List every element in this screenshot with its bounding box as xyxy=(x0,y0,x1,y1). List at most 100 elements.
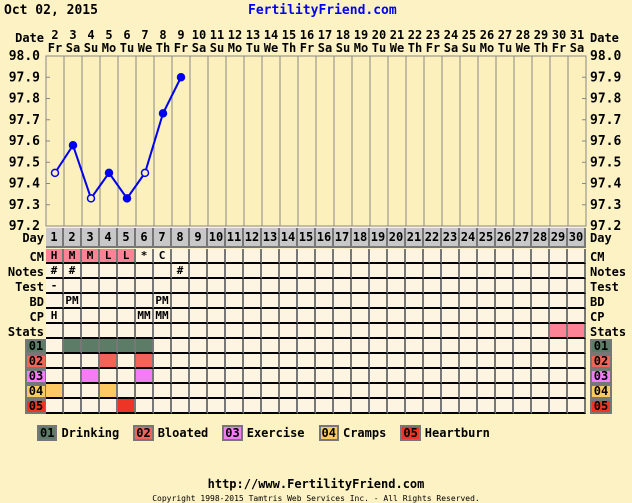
cp-cell[interactable] xyxy=(100,309,118,324)
symptom-cell[interactable] xyxy=(226,399,244,414)
cp-cell[interactable]: MM xyxy=(154,309,172,324)
notes-cell[interactable] xyxy=(514,264,532,279)
symptom-cell[interactable] xyxy=(388,369,406,384)
cm-cell[interactable] xyxy=(406,249,424,264)
symptom-cell[interactable] xyxy=(82,339,100,354)
stats-cell[interactable] xyxy=(190,324,208,339)
symptom-cell[interactable] xyxy=(298,369,316,384)
symptom-cell[interactable] xyxy=(460,384,478,399)
cm-cell[interactable] xyxy=(478,249,496,264)
stats-cell[interactable] xyxy=(208,324,226,339)
symptom-cell[interactable] xyxy=(424,399,442,414)
bd-cell[interactable] xyxy=(100,294,118,309)
stats-cell[interactable] xyxy=(406,324,424,339)
cm-cell[interactable]: * xyxy=(136,249,154,264)
symptom-cell[interactable] xyxy=(298,384,316,399)
symptom-cell[interactable] xyxy=(262,339,280,354)
symptom-cell[interactable] xyxy=(532,339,550,354)
symptom-cell[interactable] xyxy=(388,399,406,414)
symptom-cell[interactable] xyxy=(298,399,316,414)
symptom-cell[interactable] xyxy=(514,399,532,414)
cm-cell[interactable] xyxy=(442,249,460,264)
stats-cell[interactable] xyxy=(568,324,586,339)
symptom-cell[interactable] xyxy=(460,369,478,384)
cm-cell[interactable]: H xyxy=(46,249,64,264)
bd-cell[interactable] xyxy=(550,294,568,309)
symptom-cell[interactable] xyxy=(136,399,154,414)
symptom-cell[interactable] xyxy=(118,339,136,354)
symptom-cell[interactable] xyxy=(370,399,388,414)
test-cell[interactable] xyxy=(136,279,154,294)
bd-cell[interactable] xyxy=(532,294,550,309)
cm-cell[interactable] xyxy=(388,249,406,264)
symptom-cell[interactable] xyxy=(370,384,388,399)
bd-cell[interactable] xyxy=(352,294,370,309)
stats-cell[interactable] xyxy=(550,324,568,339)
stats-cell[interactable] xyxy=(424,324,442,339)
symptom-cell[interactable] xyxy=(406,384,424,399)
symptom-cell[interactable] xyxy=(388,384,406,399)
stats-cell[interactable] xyxy=(532,324,550,339)
symptom-cell[interactable] xyxy=(172,384,190,399)
cm-cell[interactable]: C xyxy=(154,249,172,264)
symptom-cell[interactable] xyxy=(262,369,280,384)
stats-cell[interactable] xyxy=(172,324,190,339)
stats-cell[interactable] xyxy=(352,324,370,339)
symptom-cell[interactable] xyxy=(280,354,298,369)
symptom-cell[interactable] xyxy=(262,354,280,369)
symptom-cell[interactable] xyxy=(316,399,334,414)
symptom-cell[interactable] xyxy=(208,354,226,369)
test-cell[interactable] xyxy=(244,279,262,294)
cm-cell[interactable] xyxy=(496,249,514,264)
cm-cell[interactable]: M xyxy=(64,249,82,264)
test-cell[interactable] xyxy=(388,279,406,294)
cp-cell[interactable] xyxy=(262,309,280,324)
symptom-cell[interactable] xyxy=(262,399,280,414)
symptom-cell[interactable] xyxy=(154,369,172,384)
symptom-cell[interactable] xyxy=(496,384,514,399)
symptom-cell[interactable] xyxy=(442,339,460,354)
cp-cell[interactable] xyxy=(280,309,298,324)
cp-cell[interactable] xyxy=(568,309,586,324)
cp-cell[interactable] xyxy=(406,309,424,324)
cm-cell[interactable] xyxy=(370,249,388,264)
symptom-cell[interactable] xyxy=(496,369,514,384)
symptom-cell[interactable] xyxy=(190,369,208,384)
test-cell[interactable] xyxy=(82,279,100,294)
cp-cell[interactable] xyxy=(298,309,316,324)
symptom-cell[interactable] xyxy=(406,354,424,369)
notes-cell[interactable] xyxy=(298,264,316,279)
cp-cell[interactable] xyxy=(118,309,136,324)
symptom-cell[interactable] xyxy=(118,384,136,399)
symptom-cell[interactable] xyxy=(478,399,496,414)
symptom-cell[interactable] xyxy=(352,339,370,354)
cp-cell[interactable] xyxy=(388,309,406,324)
cm-cell[interactable] xyxy=(460,249,478,264)
symptom-cell[interactable] xyxy=(514,384,532,399)
symptom-cell[interactable] xyxy=(316,354,334,369)
symptom-cell[interactable] xyxy=(100,339,118,354)
symptom-cell[interactable] xyxy=(64,339,82,354)
symptom-cell[interactable] xyxy=(154,399,172,414)
cp-cell[interactable] xyxy=(316,309,334,324)
symptom-cell[interactable] xyxy=(370,354,388,369)
notes-cell[interactable] xyxy=(190,264,208,279)
symptom-cell[interactable] xyxy=(442,399,460,414)
cm-cell[interactable] xyxy=(208,249,226,264)
bd-cell[interactable] xyxy=(460,294,478,309)
symptom-cell[interactable] xyxy=(172,399,190,414)
cm-cell[interactable] xyxy=(262,249,280,264)
cm-cell[interactable] xyxy=(532,249,550,264)
stats-cell[interactable] xyxy=(118,324,136,339)
notes-cell[interactable] xyxy=(532,264,550,279)
cp-cell[interactable] xyxy=(460,309,478,324)
symptom-cell[interactable] xyxy=(280,384,298,399)
stats-cell[interactable] xyxy=(316,324,334,339)
notes-cell[interactable] xyxy=(316,264,334,279)
bd-cell[interactable]: PM xyxy=(154,294,172,309)
stats-cell[interactable] xyxy=(262,324,280,339)
symptom-cell[interactable] xyxy=(532,384,550,399)
symptom-cell[interactable] xyxy=(118,369,136,384)
cp-cell[interactable] xyxy=(370,309,388,324)
symptom-cell[interactable] xyxy=(118,354,136,369)
